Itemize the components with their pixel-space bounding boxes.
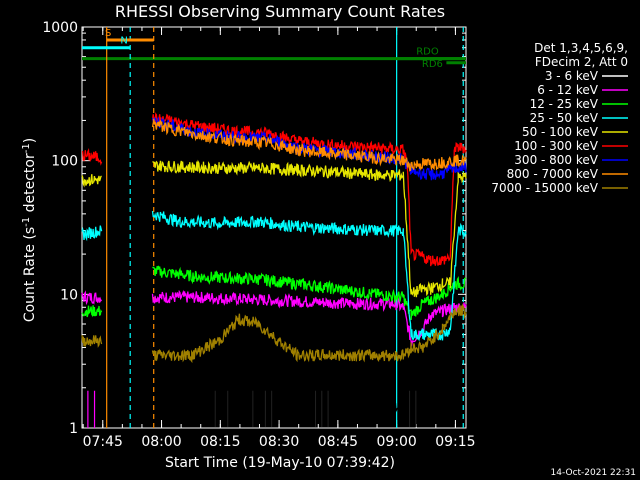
y-tick-label: 1000 <box>42 20 78 36</box>
annotation-label: N <box>120 36 127 47</box>
annotation-label: S <box>105 28 111 39</box>
legend-header: Det 1,3,4,5,6,9, <box>534 41 628 55</box>
legend-label: 50 - 100 keV <box>522 125 599 139</box>
series-line <box>81 290 103 306</box>
series-line <box>81 147 103 166</box>
x-tick-label: 08:30 <box>259 434 299 450</box>
x-axis-label: Start Time (19-May-10 07:39:42) <box>165 455 395 471</box>
y-tick-label: 10 <box>60 287 78 303</box>
series-line <box>81 225 103 242</box>
legend-label: 6 - 12 keV <box>537 83 599 97</box>
series-line <box>81 174 102 188</box>
series-line <box>151 211 467 342</box>
legend-label: 800 - 7000 keV <box>507 167 599 181</box>
x-tick-label: 08:45 <box>318 434 358 450</box>
series-layer <box>81 112 467 428</box>
chart-title: RHESSI Observing Summary Count Rates <box>115 2 445 21</box>
series-line <box>81 335 103 348</box>
y-tick-label: 100 <box>51 154 78 170</box>
legend-label: 300 - 800 keV <box>514 153 598 167</box>
plot-frame <box>81 26 467 429</box>
series-line <box>151 116 467 181</box>
series-line <box>152 265 467 321</box>
series-line <box>81 305 103 318</box>
x-tick-label: 07:45 <box>83 434 123 450</box>
series-line <box>355 401 420 416</box>
x-tick-label: 09:00 <box>376 434 416 450</box>
series-0 <box>355 401 420 416</box>
legend: Det 1,3,4,5,6,9,FDecim 2, Att 03 - 6 keV… <box>491 41 628 195</box>
series-6 <box>151 116 467 181</box>
legend-label: 100 - 300 keV <box>514 139 598 153</box>
legend-label: 7000 - 15000 keV <box>491 181 598 195</box>
series-line <box>151 303 467 364</box>
series-8 <box>81 303 467 364</box>
legend-label: 25 - 50 keV <box>530 111 599 125</box>
legend-label: 12 - 25 keV <box>530 97 599 111</box>
series-line <box>152 159 467 298</box>
footer-timestamp: 14-Oct-2021 22:31 <box>551 468 636 478</box>
axes: 1 10 100 1000 07:45 08:00 08:15 08:30 08:45 09:00… <box>42 20 475 450</box>
annotation-label: RDO <box>416 47 439 58</box>
series-2 <box>81 265 467 321</box>
series-line <box>151 289 467 347</box>
x-tick-label: 09:15 <box>435 434 475 450</box>
series-1 <box>81 289 467 347</box>
y-axis-label: Count Rate (s-1 detector-1) <box>21 138 38 322</box>
series-line <box>151 118 467 172</box>
y-tick-label: 1 <box>69 421 78 437</box>
legend-label: 3 - 6 keV <box>545 69 599 83</box>
series-3 <box>81 211 467 342</box>
x-tick-label: 08:15 <box>200 434 240 450</box>
series-7 <box>151 118 467 172</box>
legend-header: FDecim 2, Att 0 <box>535 55 628 69</box>
annotation-label: RD6 <box>422 59 443 70</box>
series-4 <box>81 159 467 298</box>
x-tick-label: 08:00 <box>141 434 181 450</box>
